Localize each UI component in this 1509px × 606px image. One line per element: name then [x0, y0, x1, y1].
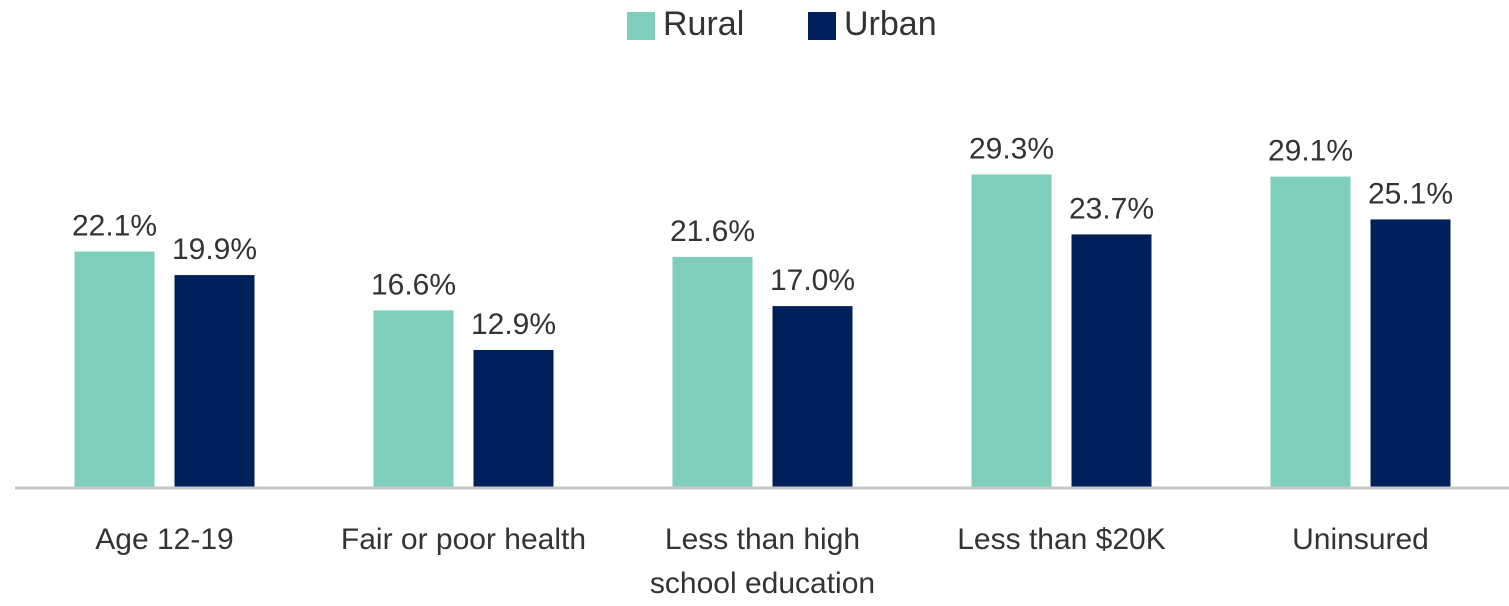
bar: [1270, 176, 1351, 488]
value-label: 25.1%: [1368, 177, 1453, 210]
x-tick-label: Less than high school education: [649, 523, 876, 600]
legend-label: Rural: [663, 5, 744, 43]
value-label: 29.1%: [1268, 135, 1353, 168]
value-label: 23.7%: [1069, 192, 1154, 225]
bar: [1071, 234, 1152, 488]
x-tick-label: Age 12-19: [95, 523, 234, 556]
value-label: 19.9%: [172, 233, 257, 266]
value-label: 17.0%: [770, 264, 855, 297]
value-label: 12.9%: [471, 308, 556, 341]
value-label: 22.1%: [72, 209, 157, 242]
legend-swatch: [808, 12, 836, 40]
bar: [772, 306, 853, 488]
bar: [74, 251, 155, 488]
bar: [1370, 219, 1451, 488]
bar: [373, 310, 454, 488]
x-tick-label: Uninsured: [1292, 523, 1429, 556]
value-label: 21.6%: [670, 215, 755, 248]
legend-swatch: [627, 12, 655, 40]
x-tick-label: Fair or poor health: [340, 523, 587, 556]
x-tick-label: Less than $20K: [957, 523, 1166, 556]
bar: [473, 349, 554, 488]
value-label: 29.3%: [969, 132, 1054, 165]
bar: [971, 174, 1052, 489]
bar: [672, 256, 753, 488]
value-label: 16.6%: [371, 268, 456, 301]
bar: [174, 275, 255, 488]
legend-label: Urban: [844, 5, 937, 43]
